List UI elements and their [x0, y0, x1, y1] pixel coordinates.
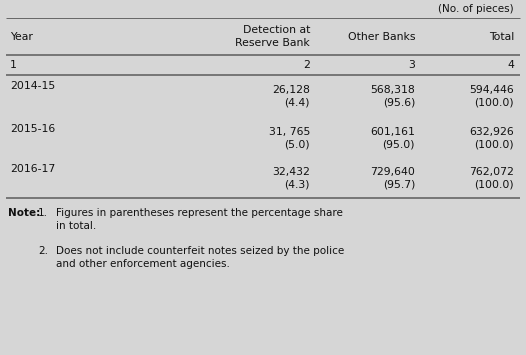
Text: 31, 765
(5.0): 31, 765 (5.0)	[269, 127, 310, 149]
Text: 2: 2	[303, 60, 310, 70]
Text: 1: 1	[10, 60, 17, 70]
Text: 601,161
(95.0): 601,161 (95.0)	[370, 127, 415, 149]
Text: 2.: 2.	[38, 246, 48, 256]
Text: Note:: Note:	[8, 208, 41, 218]
Text: 729,640
(95.7): 729,640 (95.7)	[370, 166, 415, 190]
Text: 32,432
(4.3): 32,432 (4.3)	[272, 166, 310, 190]
Text: Detection at
Reserve Bank: Detection at Reserve Bank	[235, 25, 310, 48]
Text: 2014-15: 2014-15	[10, 81, 55, 91]
Text: 632,926
(100.0): 632,926 (100.0)	[469, 127, 514, 149]
Text: 4: 4	[507, 60, 514, 70]
Text: Figures in parentheses represent the percentage share
in total.: Figures in parentheses represent the per…	[56, 208, 343, 231]
Text: Total: Total	[489, 32, 514, 42]
Text: Does not include counterfeit notes seized by the police
and other enforcement ag: Does not include counterfeit notes seize…	[56, 246, 344, 269]
Text: 26,128
(4.4): 26,128 (4.4)	[272, 85, 310, 108]
Text: Other Banks: Other Banks	[348, 32, 415, 42]
Text: (No. of pieces): (No. of pieces)	[438, 4, 514, 14]
Text: 2016-17: 2016-17	[10, 164, 55, 174]
Text: 3: 3	[408, 60, 415, 70]
Text: 2015-16: 2015-16	[10, 124, 55, 134]
Text: Year: Year	[10, 32, 33, 42]
Text: 762,072
(100.0): 762,072 (100.0)	[469, 166, 514, 190]
Text: 1.: 1.	[38, 208, 48, 218]
Text: 594,446
(100.0): 594,446 (100.0)	[469, 85, 514, 108]
Text: 568,318
(95.6): 568,318 (95.6)	[370, 85, 415, 108]
